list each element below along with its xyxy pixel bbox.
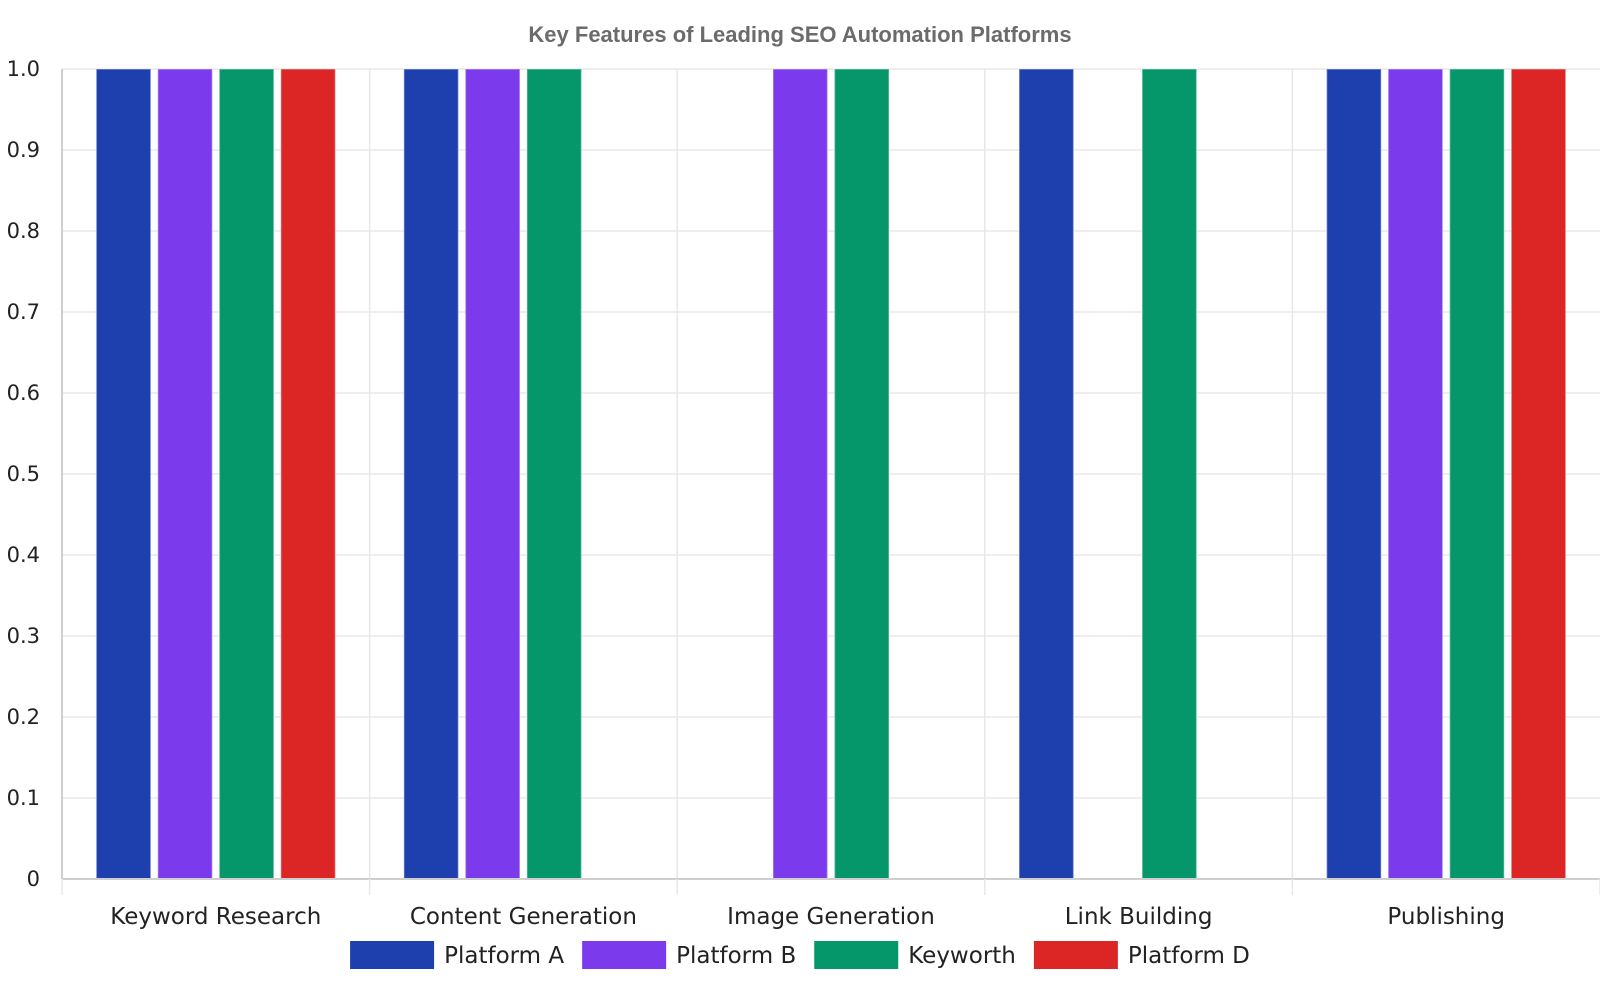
x-category-label: Link Building — [1065, 904, 1213, 930]
bar-platform-b — [772, 68, 829, 880]
x-category-label: Publishing — [1387, 904, 1505, 930]
axis-layer — [61, 69, 1600, 895]
legend-item[interactable]: Platform B — [582, 941, 796, 969]
y-tick-label: 0.1 — [7, 786, 40, 810]
y-tick-label: 0.8 — [7, 219, 40, 243]
legend-label: Platform A — [444, 943, 564, 969]
bar-platform-a — [403, 68, 460, 880]
y-tick-label: 0.9 — [7, 138, 40, 162]
y-tick-label: 0 — [27, 867, 40, 891]
bar-platform-b — [464, 68, 521, 880]
bar-platform-a — [1018, 68, 1075, 880]
x-category-label: Image Generation — [727, 904, 935, 930]
y-tick-label: 0.4 — [7, 543, 40, 567]
x-axis-categories: Keyword Research Content Generation Image … — [110, 904, 1505, 930]
legend-swatch — [1033, 941, 1118, 969]
y-axis-ticks: 0 0.1 0.2 0.3 0.4 0.5 0.6 0.7 0.8 0.9 1.0 — [7, 57, 40, 891]
legend-label: Platform B — [676, 943, 796, 969]
bar-platform-b — [1387, 68, 1444, 880]
legend-label: Platform D — [1128, 943, 1250, 969]
legend-swatch — [814, 941, 899, 969]
y-tick-label: 1.0 — [7, 57, 40, 81]
legend: Platform A Platform B Keyworth Platform D — [350, 941, 1250, 969]
bar-keyworth — [833, 68, 890, 880]
legend-item[interactable]: Keyworth — [814, 941, 1016, 969]
bar-platform-b — [157, 68, 214, 880]
legend-swatch — [582, 941, 667, 969]
bar-platform-a — [95, 68, 152, 880]
y-tick-label: 0.6 — [7, 381, 40, 405]
bar-keyworth — [218, 68, 275, 880]
y-tick-label: 0.7 — [7, 300, 40, 324]
bar-platform-a — [1325, 68, 1382, 880]
x-category-label: Keyword Research — [110, 904, 321, 930]
legend-item[interactable]: Platform D — [1033, 941, 1250, 969]
bar-platform-d — [1510, 68, 1567, 880]
chart-title: Key Features of Leading SEO Automation P… — [528, 22, 1071, 47]
legend-label: Keyworth — [908, 943, 1016, 969]
bar-keyworth — [1448, 68, 1505, 880]
x-category-label: Content Generation — [410, 904, 637, 930]
bar-platform-d — [280, 68, 337, 880]
y-tick-label: 0.5 — [7, 462, 40, 486]
legend-item[interactable]: Platform A — [350, 941, 564, 969]
legend-swatch — [350, 941, 435, 969]
bar-keyworth — [1141, 68, 1198, 880]
y-tick-label: 0.3 — [7, 624, 40, 648]
bar-keyworth — [526, 68, 583, 880]
y-tick-label: 0.2 — [7, 705, 40, 729]
bar-layer — [95, 68, 1567, 880]
